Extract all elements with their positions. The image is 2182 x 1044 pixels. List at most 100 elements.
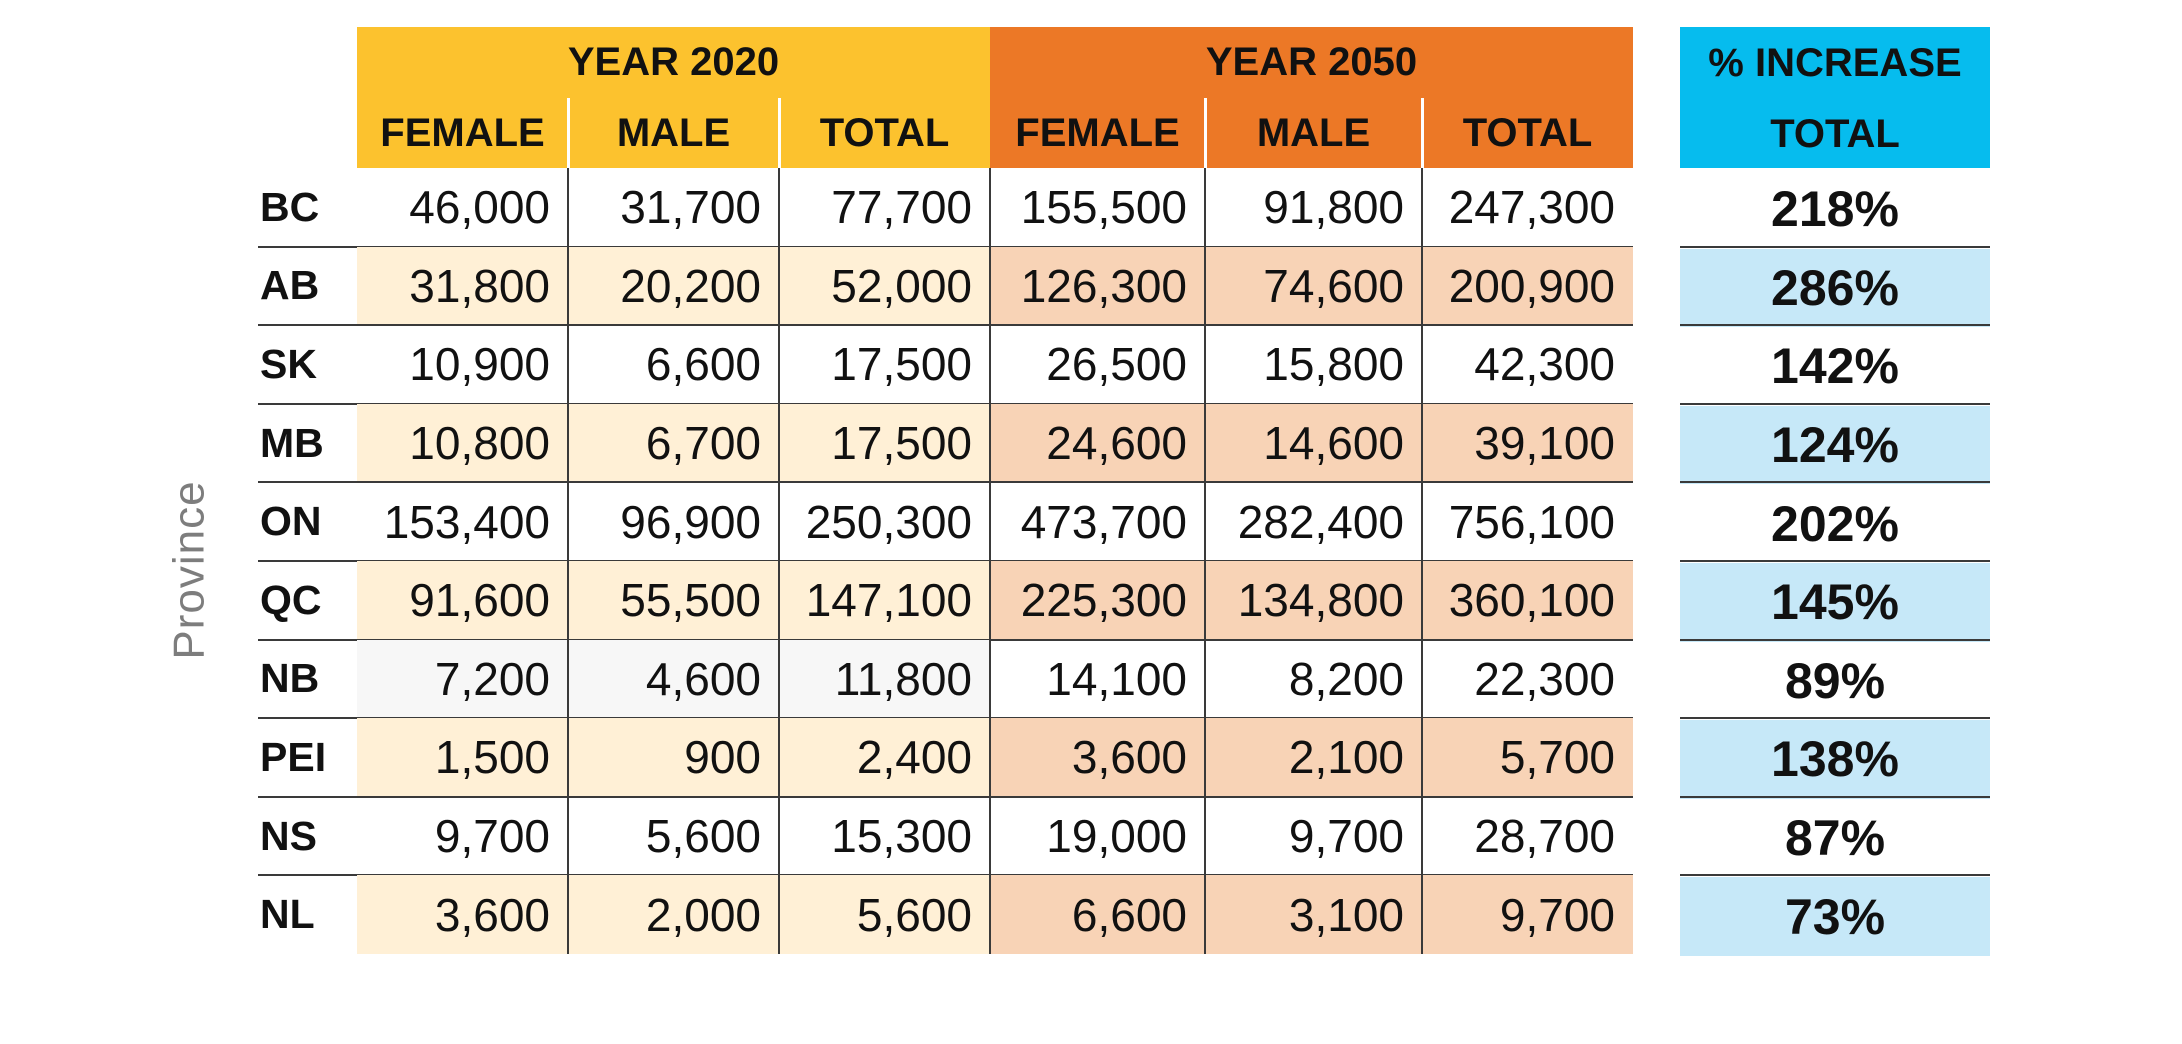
table-cell-value: 52,000: [779, 246, 990, 326]
header-separator: [778, 98, 781, 168]
column-header-male-2020: MALE: [616, 110, 731, 155]
row-divider: [1680, 481, 1990, 484]
table-cell-value: 74,600: [1205, 246, 1422, 326]
table-cell-value: 2,400: [779, 718, 990, 797]
table-cell-value: 6,600: [645, 338, 761, 391]
row-divider: [258, 324, 357, 327]
table-cell-value: 5,600: [779, 875, 990, 954]
province-label: NB: [260, 655, 320, 702]
row-divider: [258, 638, 357, 641]
row-axis-label: Province: [150, 480, 230, 660]
column-header-total-2020: TOTAL: [819, 110, 950, 155]
table-cell-value: 250,300: [805, 495, 972, 548]
column-divider: [1204, 168, 1206, 954]
increase-cell-value: 142%: [1771, 338, 1899, 395]
row-divider: [258, 717, 357, 720]
row-divider: [1680, 795, 1990, 798]
row-axis-label-text: Province: [165, 480, 214, 660]
table-cell-value: 17,500: [831, 338, 972, 391]
table-cell-value: 14,600: [1205, 403, 1422, 483]
increase-cell-value: 87%: [1784, 810, 1886, 867]
table-cell-value: 134,800: [1205, 561, 1422, 640]
table-cell-value: 2,100: [1205, 718, 1422, 797]
increase-cell-value: 286%: [1680, 248, 1990, 328]
row-divider: [1680, 324, 1990, 327]
table-cell-value: 473,700: [1020, 495, 1187, 548]
province-label: PEI: [260, 733, 327, 780]
column-header-total-increase: TOTAL: [1770, 111, 1900, 156]
table-cell-value: 55,500: [568, 561, 779, 640]
table-cell-value: 225,300: [990, 561, 1205, 640]
column-divider: [778, 168, 780, 954]
table-cell-value: 77,700: [831, 181, 972, 234]
province-label: MB: [260, 419, 324, 466]
table-cell-value: 31,800: [357, 246, 568, 326]
table-cell-value: 126,300: [990, 246, 1205, 326]
table-cell-value: 9,700: [434, 810, 550, 863]
table-cell-value: 900: [568, 718, 779, 797]
table-cell-value: 42,300: [1474, 338, 1615, 391]
table-cell-value: 3,600: [990, 718, 1205, 797]
header-separator: [567, 98, 570, 168]
province-label: NS: [260, 812, 317, 859]
header-separator: [1421, 98, 1424, 168]
table-cell-value: 10,900: [409, 338, 550, 391]
row-divider: [1680, 717, 1990, 720]
table-cell-value: 11,800: [779, 639, 990, 719]
column-header-female-2020: FEMALE: [380, 110, 545, 155]
increase-cell-value: 202%: [1771, 495, 1899, 552]
table-cell-value: 9,700: [1288, 810, 1404, 863]
increase-cell-value: 124%: [1680, 405, 1990, 485]
row-divider: [357, 795, 1633, 798]
table-cell-value: 4,600: [568, 639, 779, 719]
row-divider: [258, 795, 357, 798]
table-cell-value: 247,300: [1448, 181, 1615, 234]
table-cell-value: 24,600: [990, 403, 1205, 483]
table-cell-value: 39,100: [1422, 403, 1633, 483]
table-cell-value: 153,400: [383, 495, 550, 548]
row-divider: [258, 874, 357, 877]
row-divider: [258, 402, 357, 405]
group-label-2020: YEAR 2020: [567, 40, 780, 84]
table-cell-value: 96,900: [620, 495, 761, 548]
increase-cell-value: 89%: [1784, 652, 1886, 709]
column-header-female-2050: FEMALE: [1015, 110, 1180, 155]
table-cell-value: 91,600: [357, 561, 568, 640]
table-cell-value: 360,100: [1422, 561, 1633, 640]
row-divider: [1680, 874, 1990, 877]
row-divider: [357, 481, 1633, 484]
table-cell-value: 5,600: [645, 810, 761, 863]
table-cell-value: 46,000: [409, 181, 550, 234]
increase-cell-value: 145%: [1680, 563, 1990, 642]
province-label: BC: [260, 183, 320, 230]
table-cell-value: 147,100: [779, 561, 990, 640]
column-header-total-2050: TOTAL: [1462, 110, 1593, 155]
table-cell-value: 8,200: [1288, 652, 1404, 705]
table-cell-value: 91,800: [1263, 181, 1404, 234]
row-divider: [357, 638, 1633, 641]
column-divider: [567, 168, 569, 954]
header-bg-increase: [1680, 27, 1990, 168]
table-cell-value: 155,500: [1020, 181, 1187, 234]
group-label-2050: YEAR 2050: [1205, 40, 1418, 84]
table-cell-value: 10,800: [357, 403, 568, 483]
province-label: AB: [260, 262, 320, 309]
header-bg-2050: [990, 27, 1633, 168]
table-cell-value: 14,100: [1046, 652, 1187, 705]
table-cell-value: 20,200: [568, 246, 779, 326]
column-divider: [989, 168, 991, 954]
table-cell-value: 200,900: [1422, 246, 1633, 326]
group-label-increase: % INCREASE: [1708, 41, 1962, 85]
table-cell-value: 19,000: [1046, 810, 1187, 863]
table-cell-value: 17,500: [779, 403, 990, 483]
table-cell-value: 5,700: [1422, 718, 1633, 797]
table-cell-value: 9,700: [1422, 875, 1633, 954]
province-label: SK: [260, 340, 317, 387]
table-cell-value: 26,500: [1046, 338, 1187, 391]
header-separator: [1204, 98, 1207, 168]
table-cell-value: 15,800: [1263, 338, 1404, 391]
province-label: QC: [260, 576, 322, 623]
table-cell-value: 756,100: [1448, 495, 1615, 548]
row-divider: [1680, 402, 1990, 405]
